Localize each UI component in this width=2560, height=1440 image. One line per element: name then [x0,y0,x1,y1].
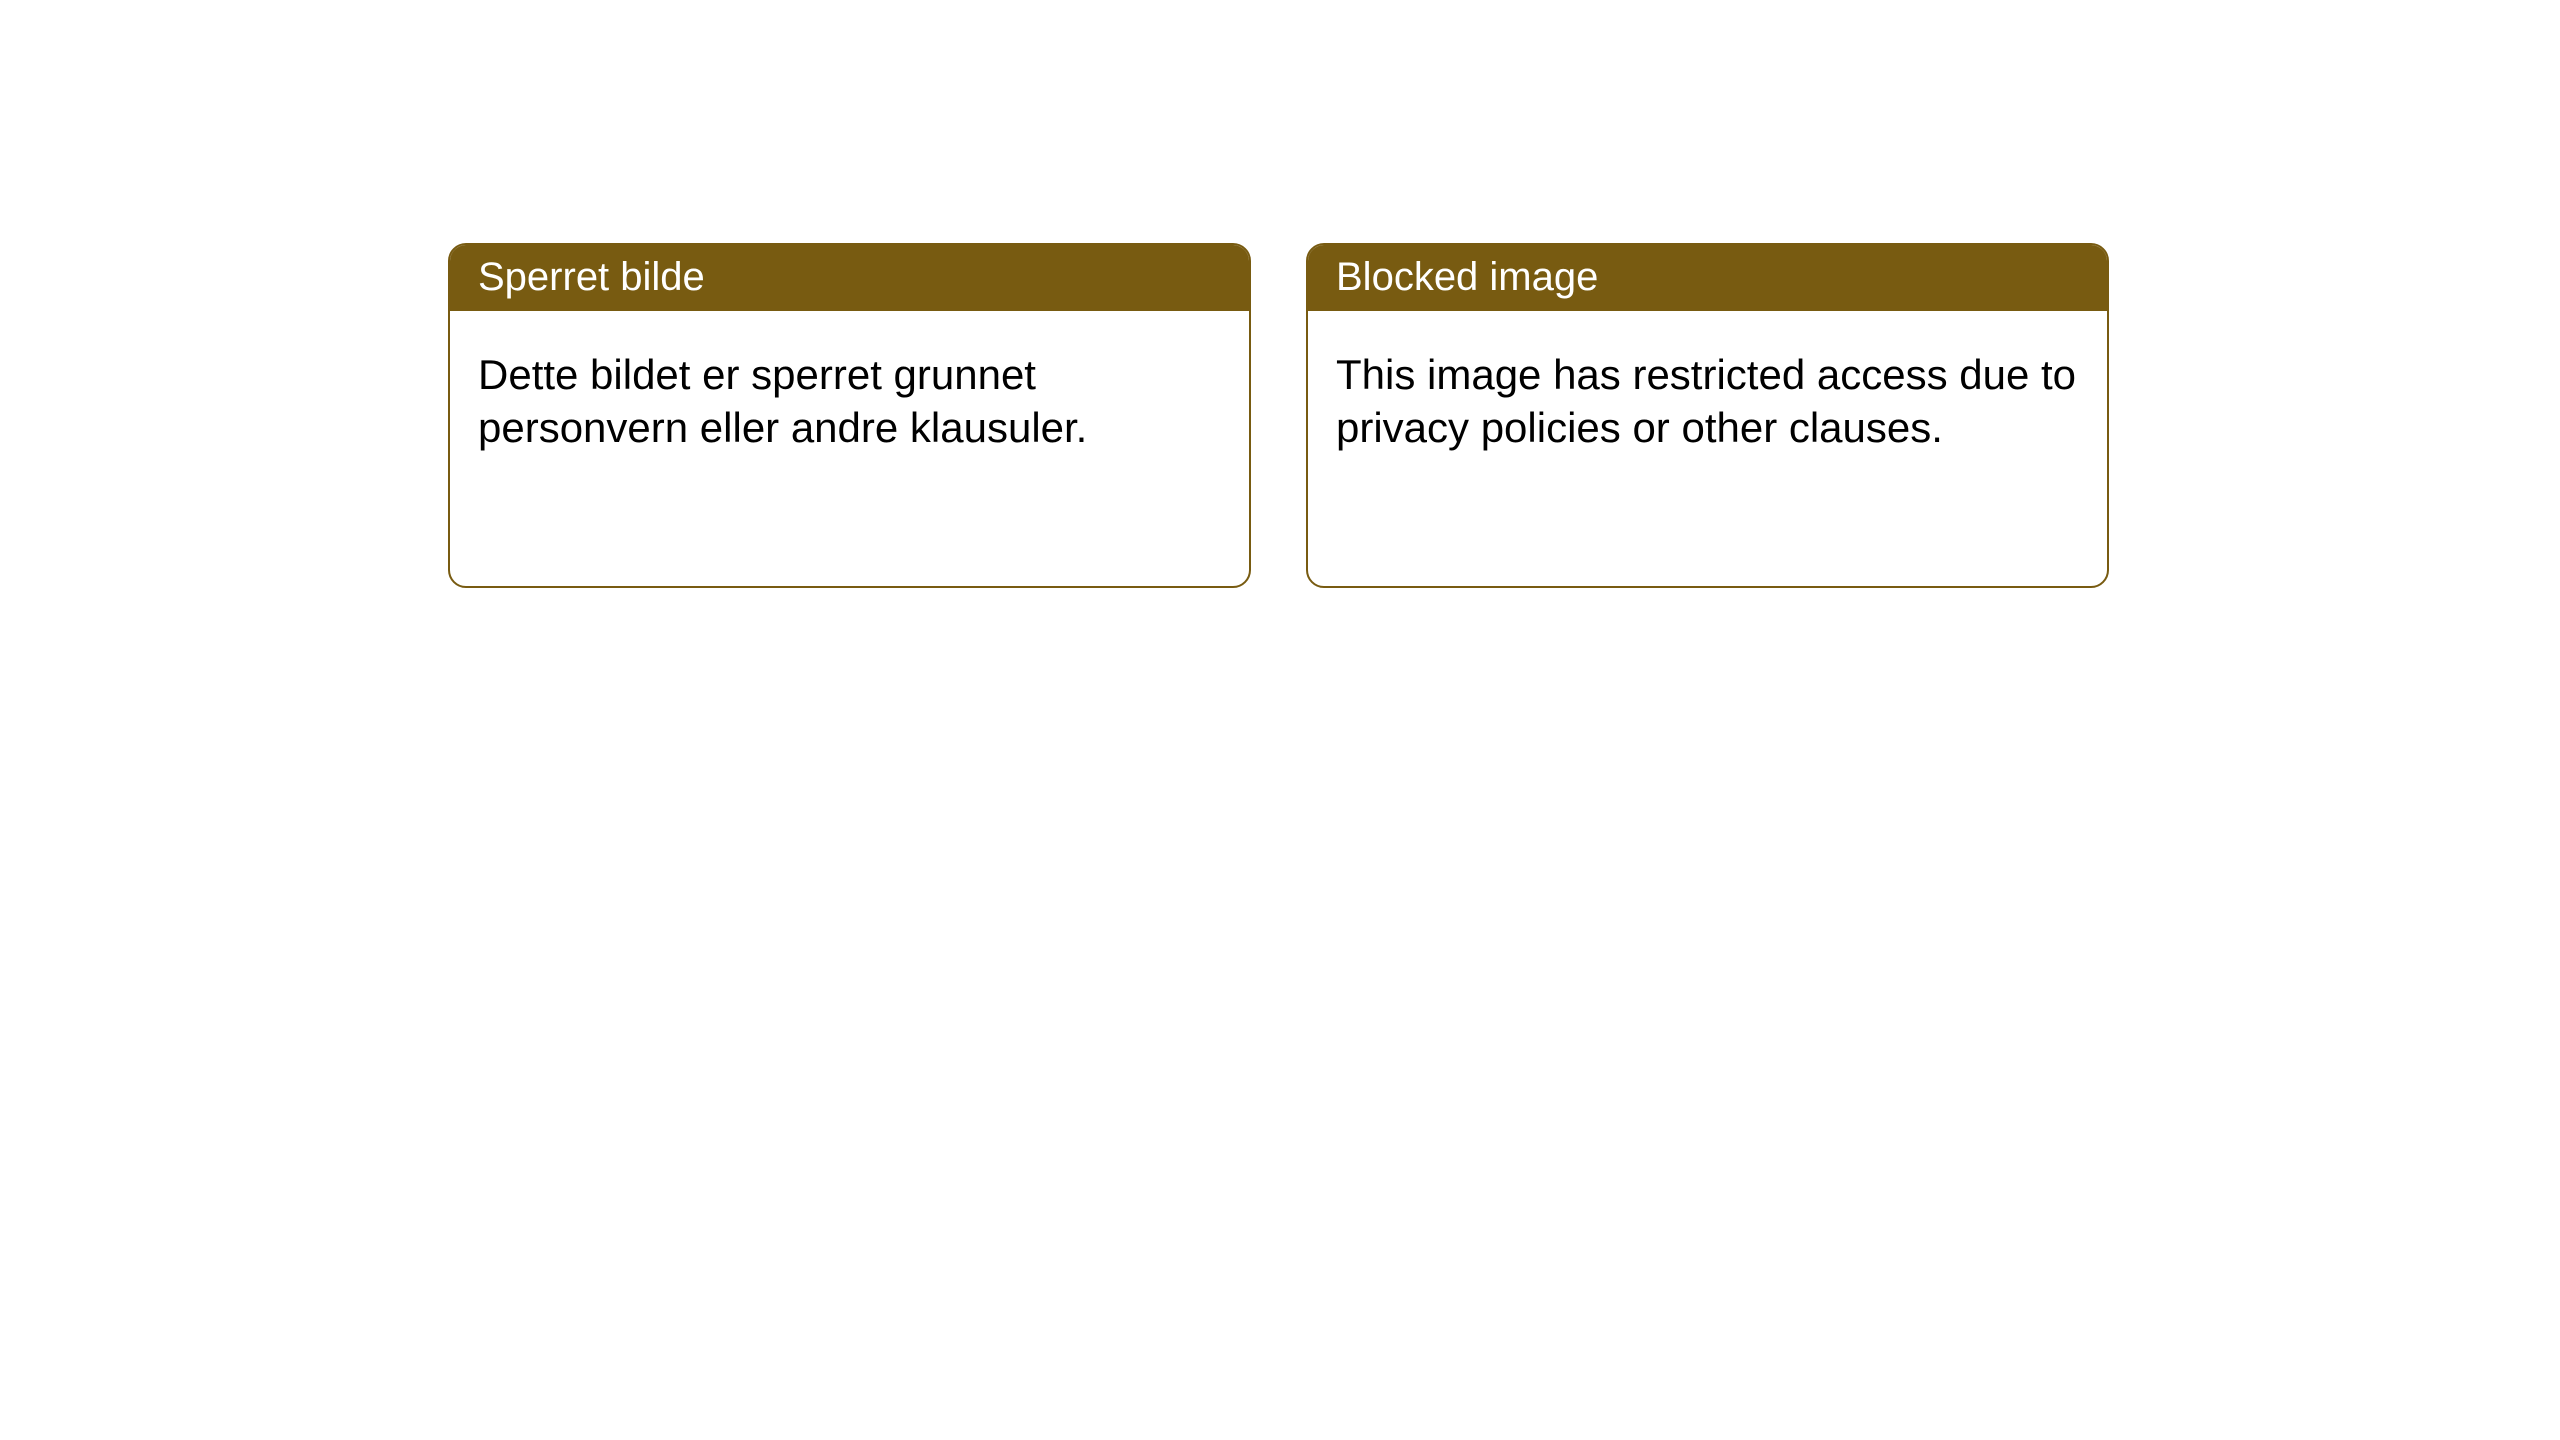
notice-container: Sperret bilde Dette bildet er sperret gr… [448,243,2109,588]
notice-card-english: Blocked image This image has restricted … [1306,243,2109,588]
notice-body: Dette bildet er sperret grunnet personve… [450,311,1249,586]
notice-body: This image has restricted access due to … [1308,311,2107,586]
notice-title: Sperret bilde [450,245,1249,311]
notice-title: Blocked image [1308,245,2107,311]
notice-card-norwegian: Sperret bilde Dette bildet er sperret gr… [448,243,1251,588]
